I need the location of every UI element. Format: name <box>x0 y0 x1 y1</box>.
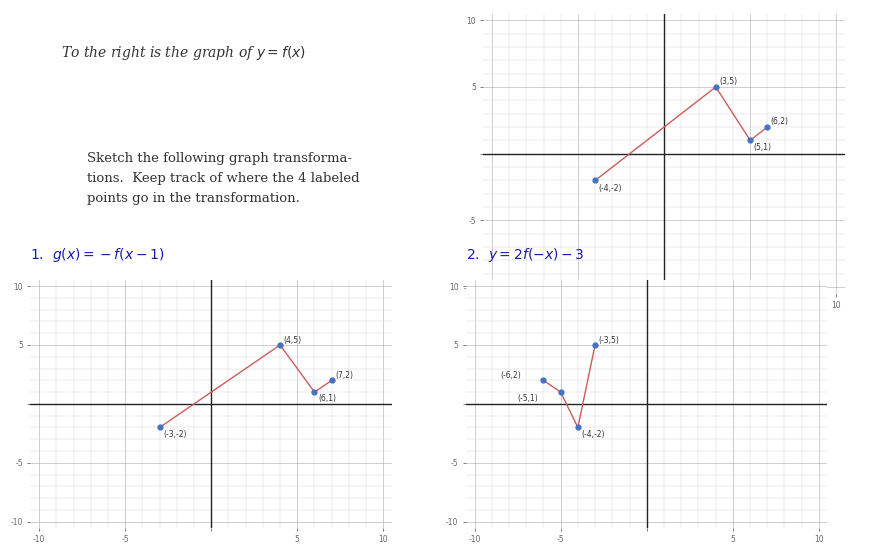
Text: (6,1): (6,1) <box>318 393 336 403</box>
Text: (3,5): (3,5) <box>719 77 738 86</box>
Text: (-6,2): (-6,2) <box>501 371 521 380</box>
Text: (-3,-2): (-3,-2) <box>163 430 186 439</box>
Text: 2.  $y = 2f(-x) - 3$: 2. $y = 2f(-x) - 3$ <box>466 246 584 264</box>
Text: Sketch the following graph transforma-
tions.  Keep track of where the 4 labeled: Sketch the following graph transforma- t… <box>87 152 360 205</box>
Text: (7,2): (7,2) <box>335 371 353 380</box>
Text: To the right is the graph of $y = f(x)$: To the right is the graph of $y = f(x)$ <box>61 44 306 61</box>
Text: (-4,-2): (-4,-2) <box>581 430 604 439</box>
Text: (4,5): (4,5) <box>283 336 301 345</box>
Text: (5,1): (5,1) <box>753 143 772 152</box>
Text: (6,2): (6,2) <box>771 117 789 126</box>
Text: (-5,1): (-5,1) <box>517 393 538 403</box>
Text: 1.  $g(x) = -f(x-1)$: 1. $g(x) = -f(x-1)$ <box>30 246 165 264</box>
Text: (-4,-2): (-4,-2) <box>598 184 622 193</box>
Text: (-3,5): (-3,5) <box>598 336 619 345</box>
